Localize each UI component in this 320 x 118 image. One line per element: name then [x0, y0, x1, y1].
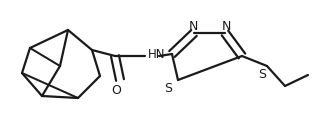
Text: HN: HN — [148, 48, 165, 61]
Text: S: S — [164, 82, 172, 95]
Text: N: N — [221, 19, 231, 32]
Text: S: S — [258, 69, 266, 82]
Text: N: N — [188, 19, 198, 32]
Text: O: O — [111, 84, 121, 97]
